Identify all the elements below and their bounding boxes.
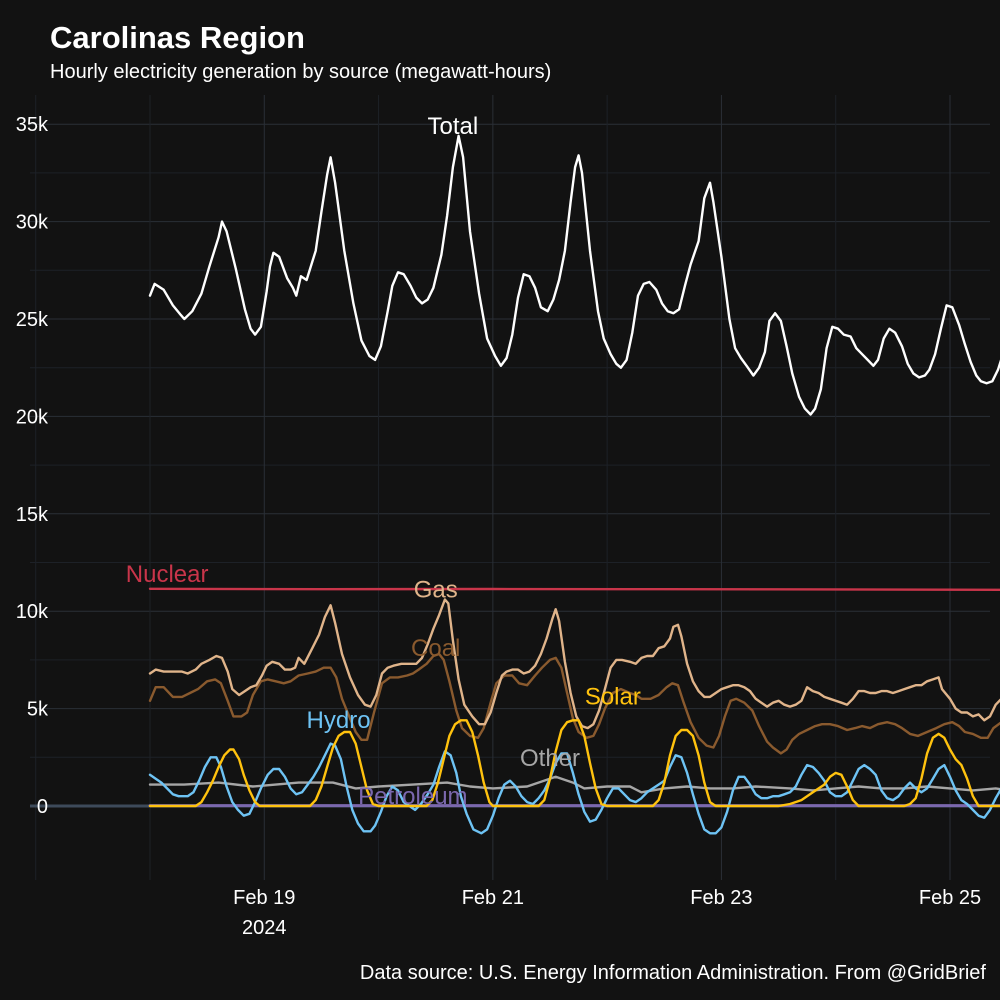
series-labels: Total Nuclear Gas Coal Hydro Solar Other Petrol… <box>126 113 641 810</box>
y-tick-label: 30k <box>16 212 49 234</box>
series-line-total <box>148 134 1000 416</box>
y-tick-label: 25k <box>16 309 49 331</box>
x-tick-label: Feb 25 <box>919 887 981 909</box>
series-line-solar <box>148 719 1000 808</box>
axis-tick-labels: 0 5k 10k 15k 20k 25k 30k 35k Feb 19 Feb 21 Feb 23 F… <box>16 114 981 939</box>
series-label-hydro: Hydro <box>307 707 371 734</box>
y-tick-label: 15k <box>16 504 49 526</box>
x-tick-label: Feb 23 <box>690 887 752 909</box>
series-label-nuclear: Nuclear <box>126 561 209 588</box>
series-line-gas <box>148 598 1000 730</box>
y-tick-label: 35k <box>16 114 49 136</box>
series-label-solar: Solar <box>585 684 641 711</box>
chart-subtitle: Hourly electricity generation by source … <box>50 61 552 83</box>
series-label-petroleum: Petroleum <box>358 783 467 810</box>
series-line-nuclear <box>148 587 1000 591</box>
chart-title: Carolinas Region <box>50 20 305 55</box>
series-line-hydro <box>148 742 1000 835</box>
series-label-other: Other <box>520 745 580 772</box>
x-tick-label: Feb 19 <box>233 887 295 909</box>
x-tick-year: 2024 <box>242 917 287 939</box>
y-tick-label: 10k <box>16 601 49 623</box>
series-line-coal <box>148 652 1000 755</box>
grid-lines <box>30 95 990 880</box>
series-lines <box>148 134 1000 835</box>
y-tick-label: 5k <box>27 699 49 721</box>
series-line-other <box>148 775 1000 794</box>
y-tick-label: 0 <box>37 796 48 818</box>
data-source-caption: Data source: U.S. Energy Information Adm… <box>359 962 986 984</box>
series-label-total: Total <box>428 113 479 140</box>
series-label-gas: Gas <box>414 577 458 604</box>
series-label-coal: Coal <box>411 635 460 662</box>
y-tick-label: 20k <box>16 406 49 428</box>
x-tick-label: Feb 21 <box>462 887 524 909</box>
